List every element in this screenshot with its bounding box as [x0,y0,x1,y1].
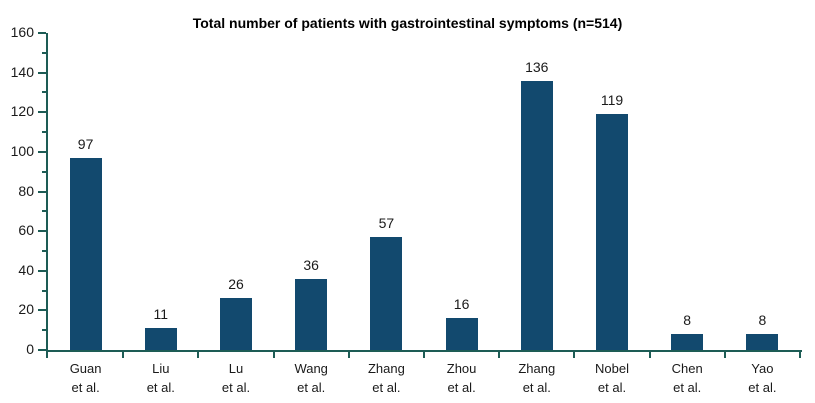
y-axis-minor-tick [42,289,46,292]
x-category-label: Nobel et al. [574,359,649,397]
x-category-label: Zhang et al. [349,359,424,397]
bar-value-label: 8 [683,312,692,329]
x-category-label: Guan et al. [48,359,123,397]
x-category-label-line1: Lu [228,361,244,376]
bar-value-label: 8 [758,312,767,329]
y-axis-major-tick [38,111,46,114]
x-category-label-line2: et al. [221,380,251,395]
y-axis-tick-label: 40 [18,261,34,278]
x-category-label-line1: Zhang [367,361,405,376]
x-category-label-line2: et al. [297,380,326,395]
y-axis-minor-tick [42,131,46,134]
x-category-label: Liu et al. [123,359,198,397]
y-axis-line [46,33,48,358]
x-category-label-line2: et al. [522,380,551,395]
bar [671,334,704,350]
y-axis-tick-label: 100 [10,142,34,159]
y-axis-tick-label: 0 [26,341,34,357]
chart-title: Total number of patients with gastrointe… [192,15,623,31]
y-axis-tick-label: 140 [10,63,34,80]
y-axis-major-tick [38,71,46,74]
y-axis-minor-tick [42,329,46,332]
x-category-label-line2: et al. [146,380,175,395]
x-category-label-line2: et al. [748,380,777,395]
x-category-label-line2: et al. [447,380,476,395]
x-category-label: Lu et al. [198,359,273,397]
bar [220,298,252,350]
y-axis-tick-label: 80 [18,182,34,199]
bar-value-label: 26 [228,276,244,293]
bar-value-label: 136 [525,58,549,75]
bar [596,114,628,350]
x-category-label-line1: Yao [751,361,774,376]
x-category-label-line2: et al. [372,380,401,395]
x-axis-tick [197,352,200,358]
x-category-label-line1: Liu [152,361,170,376]
x-axis-tick [648,352,651,358]
y-axis-minor-tick [42,51,46,54]
x-category-label: Wang et al. [274,359,349,397]
y-axis-minor-tick [42,91,46,94]
bar [746,334,779,350]
x-category-label-line1: Zhang [518,361,556,376]
bar-value-label: 57 [378,215,395,232]
y-axis-major-tick [38,230,46,233]
bar-value-label: 36 [303,256,319,273]
y-axis-major-tick [38,190,46,193]
x-axis-line [46,350,802,352]
y-axis-minor-tick [42,170,46,173]
y-axis-tick-label: 20 [18,301,34,318]
x-category-label: Chen et al. [650,359,725,397]
bar [69,157,102,350]
y-axis-major-tick [38,32,46,34]
x-category-label-line1: Guan [69,361,102,376]
x-category-label-line2: et al. [673,380,702,395]
y-axis-tick-label: 160 [10,24,34,40]
bar [445,318,478,350]
y-axis-tick-label: 60 [18,222,34,239]
y-axis-major-tick [38,150,46,153]
y-axis-minor-tick [42,249,46,252]
y-axis-major-tick [38,269,46,272]
bar-value-label: 97 [77,135,94,152]
x-axis-tick [498,352,501,358]
x-axis-tick [122,352,125,358]
x-category-label-line2: et al. [597,380,627,395]
x-axis-tick [799,352,801,358]
x-axis-tick [272,352,275,358]
x-category-label: Zhang et al. [499,359,574,397]
y-axis-minor-tick [42,210,46,213]
y-axis-major-tick [38,349,46,351]
x-category-label: Yao et al. [725,359,800,397]
x-category-label-line1: Wang [294,361,328,376]
x-axis-tick [347,352,350,358]
bar [295,278,328,350]
bar-value-label: 119 [600,92,624,109]
x-category-label-line1: Chen [671,361,703,376]
y-axis-major-tick [38,309,46,312]
bar-value-label: 16 [453,296,470,313]
x-axis-tick [423,352,425,358]
bar-value-label: 11 [153,306,169,323]
x-category-label: Zhou et al. [424,359,499,397]
bar [520,80,553,350]
x-category-label-line1: Zhou [446,361,477,376]
x-category-label-line2: et al. [71,380,100,395]
x-axis-tick [723,352,726,358]
x-axis-tick [573,352,576,358]
x-category-label-line1: Nobel [595,361,629,376]
y-axis-tick-label: 120 [10,103,34,120]
bar [370,237,403,350]
bar [144,328,177,350]
